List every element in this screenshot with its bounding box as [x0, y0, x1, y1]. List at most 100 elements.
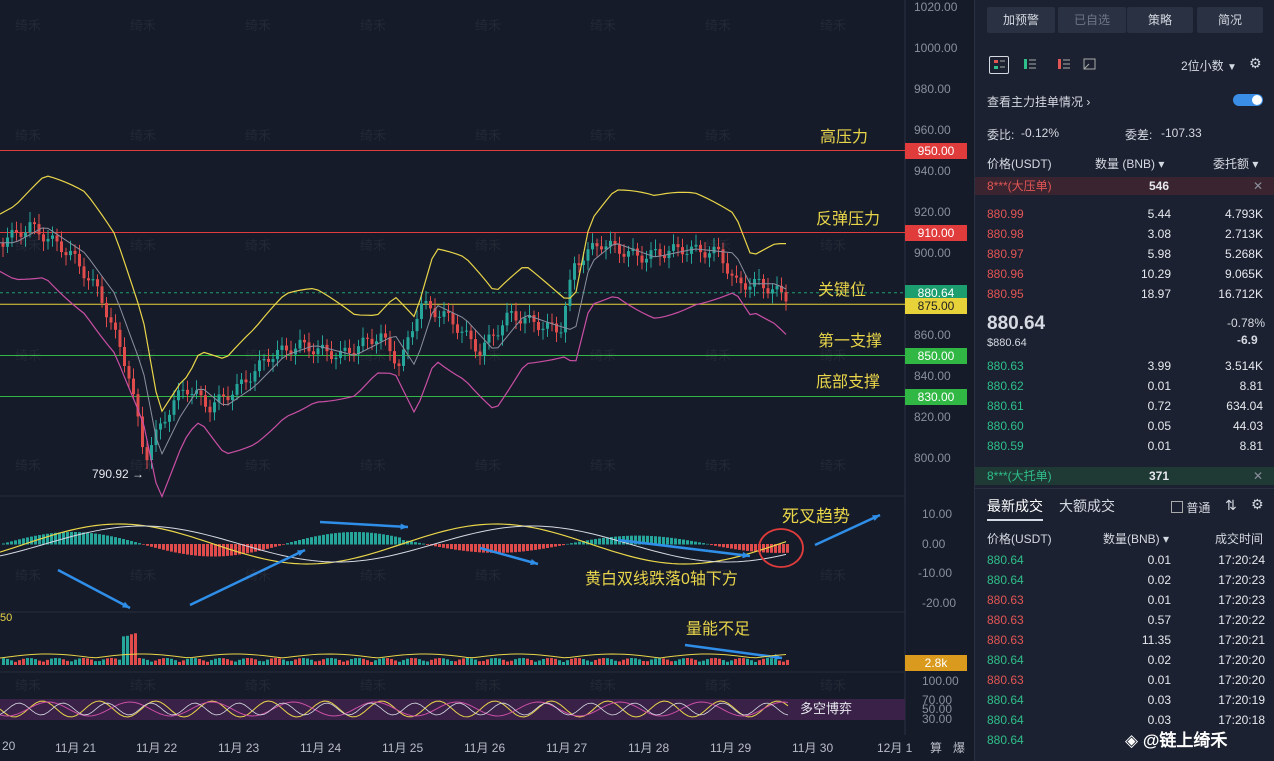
macd-bar — [590, 539, 593, 545]
price-tick-label: 1000.00 — [914, 41, 958, 55]
volume-bar — [758, 660, 761, 665]
watermark-text: 绮禾 — [590, 568, 617, 583]
macd-bar — [578, 541, 581, 545]
main-orders-link[interactable]: 查看主力挂单情况 › — [987, 95, 1091, 109]
volume-bar — [382, 658, 385, 665]
bid-amount: 44.03 — [1232, 419, 1263, 433]
book-ask-icon[interactable] — [1055, 56, 1073, 72]
candle-body — [703, 252, 707, 258]
trade-row[interactable]: 880.64 0.02 17:20:20 — [975, 650, 1274, 670]
strategy-button[interactable]: 策略 — [1127, 7, 1193, 33]
divider — [975, 488, 1274, 489]
macd-bar — [214, 544, 217, 557]
ask-row[interactable]: 880.97 5.98 5.268K — [975, 244, 1274, 264]
volume-bar — [358, 658, 361, 665]
book-expand-icon[interactable] — [1081, 56, 1099, 72]
macd-bar — [594, 539, 597, 545]
upper-band-line — [0, 175, 787, 413]
macd-bar — [82, 532, 85, 545]
trade-row[interactable]: 880.64 0.03 17:20:19 — [975, 690, 1274, 710]
main-orders-toggle[interactable] — [1233, 94, 1263, 106]
macd-bar — [638, 535, 641, 545]
trend-arrow — [479, 546, 539, 566]
bid-row[interactable]: 880.61 0.72 634.04 — [975, 396, 1274, 416]
ask-row[interactable]: 880.95 18.97 16.712K — [975, 284, 1274, 304]
candle-body — [42, 234, 45, 242]
book-both-icon[interactable] — [989, 56, 1009, 74]
macd-bar — [130, 540, 133, 545]
tab-latest-trades[interactable]: 最新成交 — [987, 498, 1043, 514]
ask-row[interactable]: 880.96 10.29 9.065K — [975, 264, 1274, 284]
settings-gear-icon[interactable]: ⚙ — [1251, 496, 1264, 512]
macd-bar — [730, 544, 733, 549]
macd-bar — [698, 542, 701, 545]
volume-ma-line — [0, 653, 787, 659]
close-icon[interactable]: ✕ — [1253, 179, 1264, 193]
time-tick-label: 爆 — [953, 741, 966, 755]
macd-bar — [190, 544, 193, 556]
macd-bar — [158, 544, 161, 549]
macd-bar — [202, 544, 205, 557]
macd-bar — [558, 544, 561, 546]
trade-qty: 0.01 — [1147, 673, 1171, 687]
trade-row[interactable]: 880.63 0.57 17:20:22 — [975, 610, 1274, 630]
col-qty[interactable]: 数量 (BNB) ▾ — [1095, 157, 1165, 171]
candle-body — [424, 300, 428, 304]
volume-bar — [370, 661, 373, 665]
trade-row[interactable]: 880.63 0.01 17:20:20 — [975, 670, 1274, 690]
macd-bar — [198, 544, 201, 556]
candle-body — [190, 393, 194, 395]
trade-row[interactable]: 880.64 0.01 17:20:24 — [975, 550, 1274, 570]
macd-tick-label: -10.00 — [918, 566, 953, 580]
volume-bar — [650, 659, 653, 665]
bid-row[interactable]: 880.60 0.05 44.03 — [975, 416, 1274, 436]
big-bid-row[interactable]: 8***(大托单) 371 ✕ — [975, 467, 1274, 485]
trade-col-qty[interactable]: 数量(BNB) ▾ — [1103, 532, 1170, 546]
decimal-select[interactable]: 2位小数 ▼ — [1181, 59, 1237, 73]
bid-row[interactable]: 880.59 0.01 8.81 — [975, 436, 1274, 456]
overview-button[interactable]: 简况 — [1197, 7, 1263, 33]
volume-bar — [502, 659, 505, 665]
trade-row[interactable]: 880.64 — [975, 730, 1274, 750]
candle-body — [127, 366, 131, 379]
trade-row[interactable]: 880.64 0.02 17:20:23 — [975, 570, 1274, 590]
favorited-button[interactable]: 已自选 — [1058, 7, 1126, 33]
volume-bar — [146, 659, 149, 665]
macd-bar — [438, 544, 441, 548]
close-icon[interactable]: ✕ — [1253, 469, 1264, 483]
trade-row[interactable]: 880.63 11.35 17:20:21 — [975, 630, 1274, 650]
chart-area[interactable]: 1020.00 1000.00 980.00 960.00 940.00 920.00 90… — [0, 0, 972, 761]
macd-bar — [126, 539, 129, 545]
add-alert-button[interactable]: 加预警 — [987, 7, 1055, 33]
volume-bar — [86, 658, 89, 665]
volume-bar — [498, 658, 501, 665]
filter-icon[interactable]: ⇅ — [1225, 497, 1237, 513]
trade-price: 880.64 — [987, 653, 1024, 667]
volume-bar — [306, 658, 309, 665]
book-bid-icon[interactable] — [1021, 56, 1039, 72]
trade-row[interactable]: 880.63 0.01 17:20:23 — [975, 590, 1274, 610]
volume-bar — [714, 658, 717, 665]
candle-body — [730, 273, 734, 276]
volume-bar — [674, 660, 677, 665]
candle-body — [132, 378, 135, 395]
normal-checkbox[interactable]: 普通 — [1171, 499, 1210, 516]
tab-big-trades[interactable]: 大额成交 — [1059, 498, 1115, 514]
time-tick-label: 11月 30 — [792, 741, 834, 755]
ask-row[interactable]: 880.98 3.08 2.713K — [975, 224, 1274, 244]
bid-row[interactable]: 880.62 0.01 8.81 — [975, 376, 1274, 396]
macd-bar — [634, 535, 637, 545]
trade-row[interactable]: 880.64 0.03 17:20:18 — [975, 710, 1274, 730]
ask-row[interactable]: 880.99 5.44 4.793K — [975, 204, 1274, 224]
volume-bar — [290, 661, 293, 665]
col-amount[interactable]: 委托额 ▾ — [1213, 157, 1259, 171]
watermark-text: 绮禾 — [820, 568, 847, 583]
candle-body — [348, 347, 351, 353]
bid-row[interactable]: 880.63 3.99 3.514K — [975, 356, 1274, 376]
big-ask-row[interactable]: 8***(大压单) 546 ✕ — [975, 177, 1274, 195]
time-tick-label: 11月 24 — [300, 741, 342, 755]
price-tick-label: 860.00 — [914, 328, 951, 342]
macd-bar — [194, 544, 197, 556]
price-chart[interactable] — [0, 0, 972, 761]
settings-gear-icon[interactable]: ⚙ — [1249, 55, 1262, 71]
